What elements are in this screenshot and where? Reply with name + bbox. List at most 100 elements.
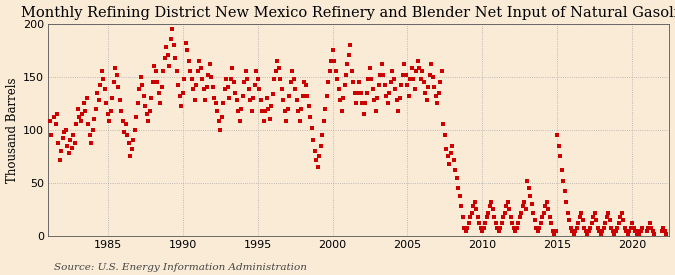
Point (318, 119, 329, 123)
Point (529, 218, 540, 222)
Point (410, 87, 421, 92)
Point (44, 119, 55, 123)
Point (275, 76, 286, 81)
Point (485, 204, 495, 208)
Point (215, 128, 225, 132)
Point (104, 119, 115, 123)
Point (306, 125, 317, 130)
Point (136, 75, 146, 79)
Point (641, 229, 652, 233)
Point (357, 101, 368, 105)
Point (238, 94, 248, 98)
Point (178, 90, 188, 95)
Point (592, 225, 603, 230)
Point (65, 138, 76, 143)
Point (74, 115, 85, 119)
Point (498, 215, 509, 219)
Point (607, 229, 618, 233)
Point (622, 232, 633, 236)
Point (173, 83, 184, 87)
Point (230, 90, 240, 95)
Point (264, 117, 275, 121)
Point (354, 80, 365, 84)
Point (595, 232, 606, 236)
Point (350, 90, 360, 95)
Point (398, 72, 408, 77)
Point (329, 59, 340, 63)
Point (68, 133, 79, 137)
Point (213, 119, 224, 123)
Point (425, 72, 435, 77)
Point (232, 98, 242, 102)
Point (586, 221, 597, 226)
Point (279, 108, 290, 113)
Point (366, 76, 377, 81)
Point (176, 104, 187, 109)
Point (594, 229, 605, 233)
Point (116, 108, 127, 113)
Point (516, 210, 526, 215)
Point (140, 104, 151, 109)
Point (71, 122, 82, 127)
Point (506, 215, 516, 219)
Point (252, 76, 263, 81)
Point (465, 215, 476, 219)
Point (452, 175, 462, 180)
Point (571, 225, 582, 230)
Point (300, 83, 311, 87)
Point (490, 221, 501, 226)
Point (88, 128, 99, 132)
Point (649, 232, 660, 236)
Point (188, 87, 198, 92)
Point (163, 53, 173, 57)
Point (523, 186, 534, 190)
Point (384, 90, 395, 95)
Point (254, 87, 265, 92)
Point (191, 83, 202, 87)
Point (259, 119, 269, 123)
Point (613, 221, 624, 226)
Point (358, 112, 369, 116)
Point (239, 80, 250, 84)
Point (120, 122, 131, 127)
Point (234, 119, 245, 123)
Point (389, 76, 400, 81)
Point (82, 96, 92, 100)
Point (588, 215, 599, 219)
Point (130, 128, 140, 132)
Point (447, 144, 458, 148)
Text: Source: U.S. Energy Information Administration: Source: U.S. Energy Information Administ… (54, 263, 307, 272)
Point (507, 221, 518, 226)
Point (369, 98, 380, 102)
Point (276, 87, 287, 92)
Point (63, 151, 74, 155)
Point (427, 75, 438, 79)
Point (246, 108, 257, 113)
Point (330, 69, 341, 73)
Point (146, 96, 157, 100)
Point (432, 101, 443, 105)
Point (360, 101, 371, 105)
Point (492, 225, 503, 230)
Point (310, 157, 321, 162)
Point (381, 94, 392, 98)
Point (564, 218, 574, 222)
Point (444, 162, 455, 166)
Point (411, 69, 422, 73)
Point (514, 215, 525, 219)
Point (372, 96, 383, 100)
Point (570, 229, 580, 233)
Point (519, 200, 530, 204)
Point (582, 232, 593, 236)
Point (628, 225, 639, 230)
Point (541, 200, 552, 204)
Point (309, 149, 320, 153)
Point (412, 59, 423, 63)
Point (314, 154, 325, 158)
Point (619, 225, 630, 230)
Point (657, 229, 668, 233)
Point (90, 106, 101, 111)
Point (543, 207, 554, 212)
Point (524, 193, 535, 198)
Point (558, 178, 568, 183)
